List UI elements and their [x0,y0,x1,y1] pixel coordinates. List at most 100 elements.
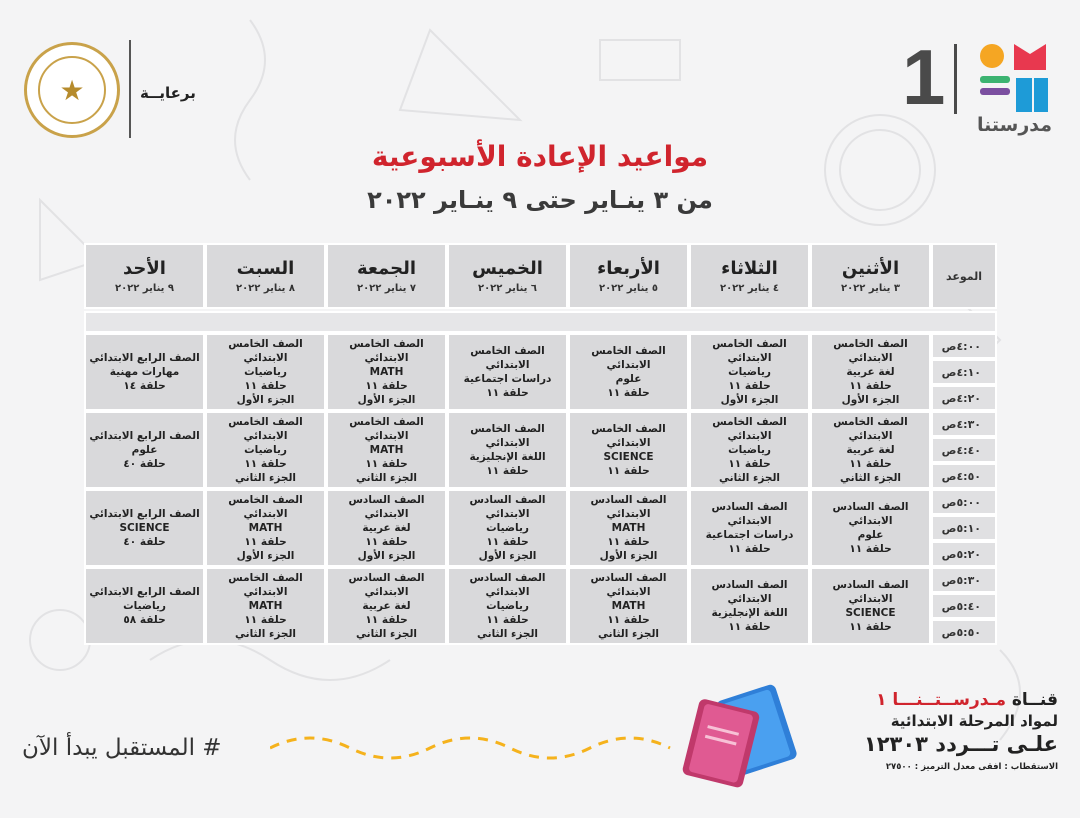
day-header: الأحد ٩ يناير ٢٠٢٢ [84,243,205,309]
session-line: الجزء الأول [841,394,900,406]
session-line: الصف السادس الابتدائي [348,572,425,598]
ministry-seal-logo: ★ [24,42,120,138]
session-line: حلقة ١٤ [123,380,166,392]
schedule-block-row: ٤:٠٠ص ٤:١٠ص ٤:٢٠ص الصف الخامس الابتدائي لغة … [84,333,997,411]
session-line: الصف السادس الابتدائي [590,494,667,520]
spacer-row [84,311,997,333]
session-line: الصف السادس الابتدائي [348,494,425,520]
day-name: الخميس [472,258,543,279]
class-session-cell: الصف السادس الابتدائي MATH حلقة ١١ الجزء ال… [568,489,689,567]
session-line: الصف الخامس الابتدائي [228,416,303,442]
day-date: ٥ يناير ٢٠٢٢ [598,283,659,294]
day-date: ٦ يناير ٢٠٢٢ [477,283,538,294]
eagle-emblem-icon: ★ [38,56,106,124]
session-line: الصف الخامس الابتدائي [228,338,303,364]
session-line: حلقة ١١ [365,380,408,392]
day-date: ٧ يناير ٢٠٢٢ [356,283,417,294]
session-line: الجزء الثاني [356,472,418,484]
class-session-cell: الصف الخامس الابتدائي SCIENCE حلقة ١١ [568,411,689,489]
session-line: MATH [369,444,404,456]
time-slot: ٤:٥٠ص [931,463,997,489]
time-slot: ٤:٢٠ص [931,385,997,411]
session-line: علوم [131,444,158,456]
day-date: ٤ يناير ٢٠٢٢ [719,283,780,294]
day-header-row: الموعد الأثنين ٣ يناير ٢٠٢٢ الثلاثاء ٤ ي… [84,243,997,309]
session-line: لغة عربية [846,444,895,456]
session-line: الجزء الثاني [356,628,418,640]
class-session-cell: الصف السادس الابتدائي اللغة الإنجليزية حلق… [689,567,810,645]
class-session-cell: الصف السادس الابتدائي SCIENCE حلقة ١١ [810,567,931,645]
time-slot: ٥:١٠ص [931,515,997,541]
session-line: MATH [248,600,283,612]
class-session-cell: الصف الخامس الابتدائي MATH حلقة ١١ الجزء ال… [205,567,326,645]
channel-subtitle: لمواد المرحلة الابتدائية [890,712,1058,730]
session-line: حلقة ١١ [607,614,650,626]
session-line: MATH [248,522,283,534]
page-title: مواعيد الإعادة الأسبوعية [371,140,709,173]
session-line: حلقة ٤٠ [123,536,166,548]
class-session-cell: الصف الخامس الابتدائي رياضيات حلقة ١١ الجزء… [205,411,326,489]
channel-prefix: قنــاة [1005,690,1058,710]
session-line: رياضيات [728,444,771,456]
session-line: حلقة ١١ [486,614,529,626]
class-session-cell: الصف الخامس الابتدائي لغة عربية حلقة ١١ الج… [810,411,931,489]
day-date: ٨ يناير ٢٠٢٢ [235,283,296,294]
session-line: علوم [857,529,884,541]
session-line: MATH [369,366,404,378]
session-line: الجزء الثاني [235,472,297,484]
session-line: الصف السادس الابتدائي [832,579,909,605]
class-session-cell: الصف الخامس الابتدائي علوم حلقة ١١ [568,333,689,411]
class-session-cell: الصف الخامس الابتدائي رياضيات حلقة ١١ الجزء… [689,411,810,489]
session-line: دراسات اجتماعية [705,529,794,541]
time-slot: ٥:٤٠ص [931,593,997,619]
madrasatna-brand-logo: 1 مدرستنا [902,38,1052,138]
day-header: السبت ٨ يناير ٢٠٢٢ [205,243,326,309]
time-slot: ٥:٥٠ص [931,619,997,645]
session-line: الصف السادس الابتدائي [832,501,909,527]
day-name: الثلاثاء [721,258,778,279]
time-slot-column: ٤:٣٠ص ٤:٤٠ص ٤:٥٠ص [931,411,997,489]
class-session-cell: الصف الخامس الابتدائي رياضيات حلقة ١١ الجزء… [689,333,810,411]
session-line: الصف الخامس الابتدائي [228,494,303,520]
session-line: الصف الخامس الابتدائي [349,416,424,442]
day-name: الأحد [123,258,166,279]
dashed-connector [270,736,671,760]
session-line: الصف السادس الابتدائي [590,572,667,598]
class-session-cell: الصف الرابع الابتدائي علوم حلقة ٤٠ [84,411,205,489]
session-line: الصف الخامس الابتدائي [712,416,787,442]
session-line: اللغة الإنجليزية [711,607,788,619]
session-line: رياضيات [486,600,529,612]
class-session-cell: الصف السادس الابتدائي رياضيات حلقة ١١ الجزء… [447,567,568,645]
channel-frequency: علـى تـــردد ١٢٣٠٣ [863,732,1058,756]
session-line: حلقة ١١ [244,458,287,470]
session-line: حلقة ١١ [728,458,771,470]
day-header: الجمعة ٧ يناير ٢٠٢٢ [326,243,447,309]
session-line: حلقة ١١ [728,621,771,633]
schedule-block-row: ٤:٣٠ص ٤:٤٠ص ٤:٥٠ص الصف الخامس الابتدائي لغة … [84,411,997,489]
brand-name: مدرستنا [976,114,1052,136]
channel-name: قنــاة مـدرســتــنـــا ١ [838,690,1058,710]
session-line: حلقة ١١ [607,465,650,477]
class-session-cell: الصف الخامس الابتدائي دراسات اجتماعية حلقة… [447,333,568,411]
schedule-block-row: ٥:٣٠ص ٥:٤٠ص ٥:٥٠ص الصف السادس الابتدائي SCIE… [84,567,997,645]
session-line: حلقة ١١ [849,543,892,555]
session-line: MATH [611,600,646,612]
session-line: الجزء الثاني [477,628,539,640]
session-line: الصف الخامس الابتدائي [228,572,303,598]
time-slot-column: ٥:٣٠ص ٥:٤٠ص ٥:٥٠ص [931,567,997,645]
session-line: حلقة ١١ [728,543,771,555]
schedule-block-row: ٥:٠٠ص ٥:١٠ص ٥:٢٠ص الصف السادس الابتدائي علوم… [84,489,997,567]
class-session-cell: الصف الخامس الابتدائي MATH حلقة ١١ الجزء ال… [326,333,447,411]
session-line: حلقة ١١ [728,380,771,392]
session-line: اللغة الإنجليزية [469,451,546,463]
session-line: حلقة ١١ [365,536,408,548]
time-slot: ٤:٣٠ص [931,411,997,437]
day-header: الخميس ٦ يناير ٢٠٢٢ [447,243,568,309]
session-line: حلقة ١١ [365,614,408,626]
session-line: الجزء الثاني [235,628,297,640]
session-line: رياضيات [728,366,771,378]
session-line: حلقة ١١ [849,621,892,633]
channel-info: قنــاة مـدرســتــنـــا ١ لمواد المرحلة ا… [838,690,1058,772]
day-name: الجمعة [356,258,417,279]
session-line: الصف السادس الابتدائي [711,579,788,605]
